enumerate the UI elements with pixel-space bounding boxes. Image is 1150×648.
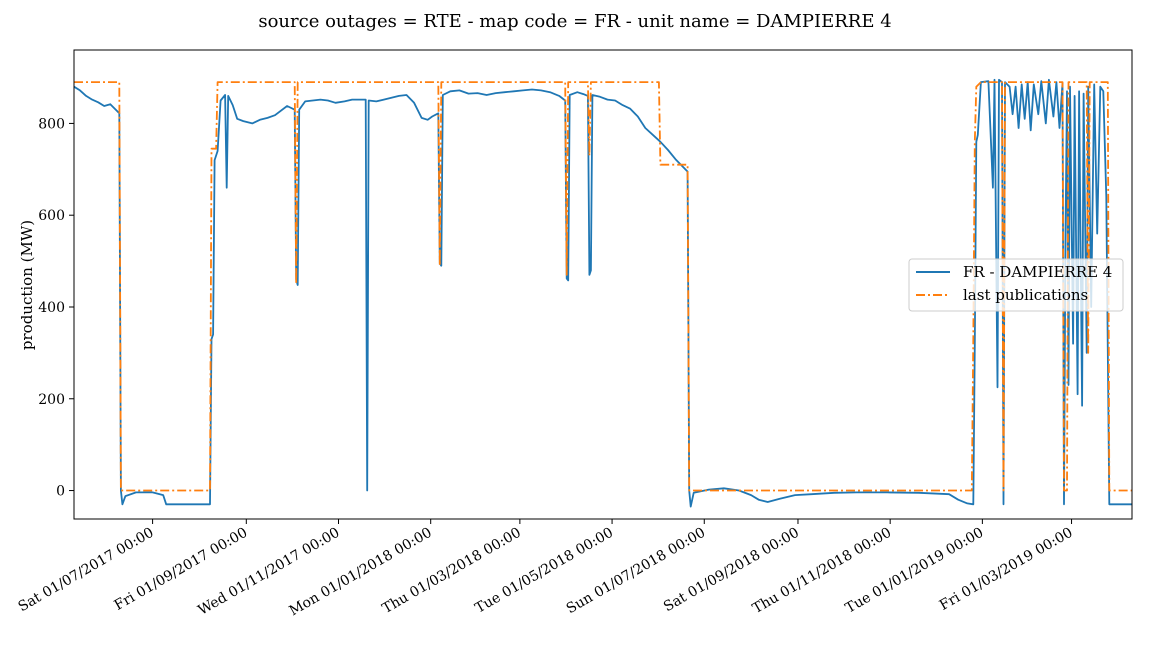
plot-frame [73, 49, 1133, 520]
series-line-1 [74, 81, 1132, 492]
legend-label-production: FR - DAMPIERRE 4 [963, 263, 1112, 281]
y-axis: 0 200 400 600 800 [38, 116, 74, 500]
legend-label-publications: last publications [963, 286, 1088, 304]
legend-box [908, 258, 1124, 312]
legend: FR - DAMPIERRE 4 last publications [908, 258, 1124, 312]
y-axis-label: production (MW) [18, 220, 36, 350]
chart-title: source outages = RTE - map code = FR - u… [258, 11, 891, 32]
y-tick-label: 600 [38, 208, 65, 224]
y-tick-label: 800 [38, 116, 65, 132]
series-line-0 [74, 78, 1132, 508]
y-tick-label: 200 [38, 392, 65, 408]
series-layer [74, 78, 1132, 508]
y-tick-label: 0 [56, 484, 65, 500]
y-tick-label: 400 [38, 300, 65, 316]
